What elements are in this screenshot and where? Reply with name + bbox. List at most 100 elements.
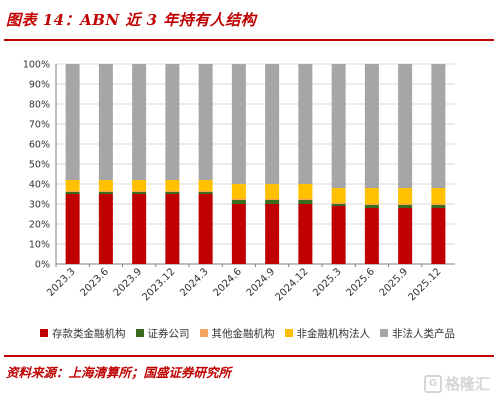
legend-swatch [135,329,144,337]
x-tick-label: 2024.3 [178,266,211,299]
bar-segment [431,205,446,208]
bar-segment [398,64,413,188]
x-tick-label: 2025.12 [406,266,443,303]
y-tick-label: 100% [23,60,50,71]
bar-segment [431,64,446,188]
bar-segment [364,188,379,204]
bar-segment [65,194,80,264]
source-note: 资料来源：上海清算所；国盛证券研究所 [6,365,232,380]
bar-segment [265,64,280,184]
y-tick-label: 0% [35,260,50,271]
bar-segment [331,64,346,188]
y-tick-label: 10% [29,240,50,251]
y-tick-label: 60% [29,140,50,151]
x-tick-label: 2023.6 [78,266,111,299]
bar-segment [98,194,113,264]
bar-segment [98,191,113,192]
bar-segment [165,191,180,192]
legend-label: 非法人类产品 [392,327,455,340]
x-tick-label: 2023.12 [140,266,177,303]
x-tick-label: 2023.9 [112,266,145,299]
bar-segment [98,180,113,191]
y-tick-label: 50% [29,160,50,171]
bar-segment [132,180,147,191]
bar-segment [364,204,379,205]
bar-segment [65,192,80,194]
bar-segment [431,204,446,205]
x-tick-label: 2024.6 [211,266,244,299]
bar-segment [398,204,413,205]
legend-label: 其他金融机构 [211,327,275,340]
bar-segment [265,199,280,200]
bar-segment [331,203,346,204]
bar-segment [431,188,446,204]
bar-segment [165,180,180,191]
bar-segment [98,192,113,194]
title-divider [4,39,494,41]
x-tick-label: 2024.12 [273,266,310,303]
legend-item: 证券公司 [135,326,190,341]
x-tick-label: 2025.9 [378,266,411,299]
source-divider [4,355,494,357]
bar-segment [331,204,346,206]
bar-segment [198,180,213,191]
chart-title: 图表 14：ABN 近 3 年持有人结构 [6,11,257,29]
bar-segment [265,204,280,264]
y-tick-label: 90% [29,80,50,91]
bar-segment [331,188,346,203]
bar-segment [132,192,147,194]
y-tick-label: 40% [29,180,50,191]
legend-item: 存款类金融机构 [40,326,126,341]
x-tick-label: 2023.3 [45,266,78,299]
bar-segment [331,206,346,264]
bar-segment [265,184,280,199]
x-tick-label: 2025.6 [344,266,377,299]
bar-segment [165,194,180,264]
bar-segment [231,199,246,200]
bar-segment [398,208,413,264]
bar-segment [298,64,313,184]
watermark-text: 格隆汇 [444,375,490,393]
bar-segment [198,192,213,194]
bar-segment [298,200,313,204]
bar-segment [231,204,246,264]
chart-legend: 存款类金融机构 证券公司 其他金融机构 非金融机构法人 非法人类产品 [40,326,455,340]
bar-segment [165,64,180,180]
legend-swatch [284,329,293,337]
legend-label: 存款类金融机构 [52,327,126,340]
bar-segment [65,64,80,180]
legend-swatch [380,329,388,337]
watermark-logo-icon: G [423,374,442,393]
bar-segment [398,205,413,208]
bar-segment [231,64,246,184]
legend-swatch [40,329,48,337]
bar-segment [364,208,379,264]
legend-item: 非金融机构法人 [284,326,371,341]
stacked-bar-chart: 0%10%20%30%40%50%60%70%80%90%100%2023.3 2… [23,60,455,303]
bar-segment [165,192,180,194]
y-tick-label: 30% [29,200,50,211]
bar-segment [364,205,379,208]
bar-segment [265,200,280,204]
y-tick-label: 70% [29,120,50,131]
bar-segment [198,64,213,180]
legend-swatch [199,329,208,337]
bar-segment [132,64,147,180]
legend-label: 非金融机构法人 [296,327,371,340]
bar-segment [231,184,246,199]
bar-segment [98,64,113,180]
bar-segment [198,191,213,192]
legend-label: 证券公司 [147,327,190,340]
legend-item: 其他金融机构 [199,326,275,341]
bar-segment [132,191,147,192]
bar-segment [431,208,446,264]
bar-segment [398,188,413,204]
bar-segment [132,194,147,264]
legend-item: 非法人类产品 [380,326,455,341]
bar-segment [65,191,80,192]
bar-segment [364,64,379,188]
y-tick-label: 80% [29,100,50,111]
bar-segment [298,199,313,200]
watermark: G 格隆汇 [423,373,490,394]
bar-segment [198,194,213,264]
